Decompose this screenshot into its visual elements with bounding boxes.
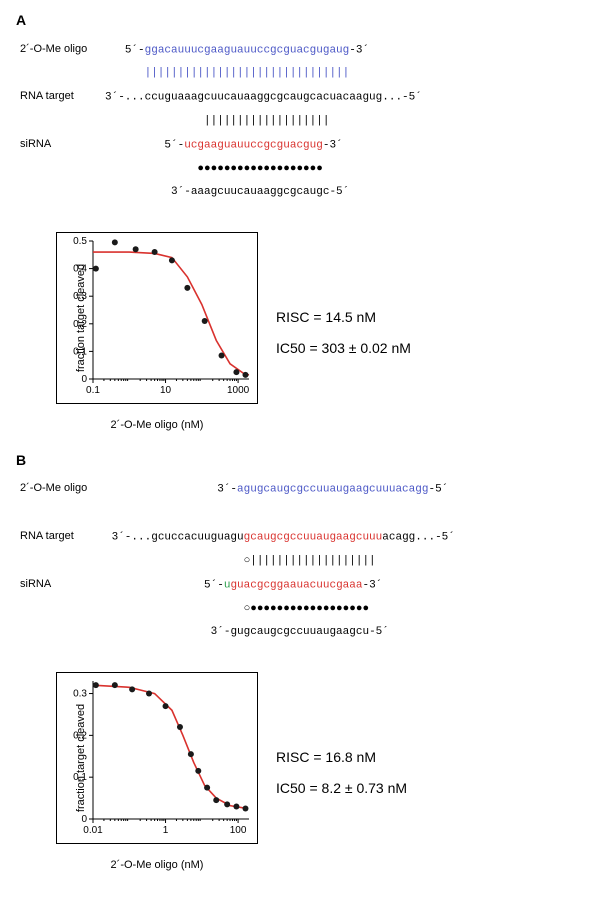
panel-b-sequences: 2´-O-Me oligo 3´-agugcaugcgccuuaugaagcuu… <box>20 472 573 662</box>
target-seq-a: ccuguaaagcuucauaaggcgcaugcacuacaagug <box>145 92 383 104</box>
panel-b-results: RISC = 16.8 nM IC50 = 8.2 ± 0.73 nM <box>276 742 407 804</box>
row-label-target: RNA target <box>20 91 105 103</box>
svg-text:10: 10 <box>160 385 172 396</box>
panel-b-label: B <box>16 452 573 468</box>
pairs-a-2: ||||||||||||||||||| <box>204 115 329 127</box>
row-label-oligo-b: 2´-O-Me oligo <box>20 483 105 495</box>
chart-a: 00.10.20.30.40.50.1101000 fraction targe… <box>56 232 258 404</box>
panel-a-results: RISC = 14.5 nM IC50 = 303 ± 0.02 nM <box>276 302 411 364</box>
chart-b-ylabel: fraction target cleaved <box>75 704 87 812</box>
panel-a-sequences: 2´-O-Me oligo 5´-ggacauuucgaaguauuccgcgu… <box>20 32 573 222</box>
target-pre-b: gcuccacuuguagu <box>151 532 243 544</box>
oligo-seq-b: agugcaugcgccuuaugaagcuuuacagg <box>237 484 428 496</box>
risc-a: RISC = 14.5 nM <box>276 302 411 333</box>
sirna-seq-b: guacgcggaauacuucgaaa <box>230 580 362 592</box>
svg-text:0: 0 <box>81 374 87 385</box>
panel-a-lower: 00.10.20.30.40.50.1101000 fraction targe… <box>16 232 573 434</box>
svg-text:0.1: 0.1 <box>86 385 100 396</box>
svg-text:1000: 1000 <box>227 385 250 396</box>
antisense-seq-a: aaagcuucauaaggcgcaugc <box>191 186 330 198</box>
ic50-b: IC50 = 8.2 ± 0.73 nM <box>276 773 407 804</box>
row-label-target-b: RNA target <box>20 531 105 543</box>
target-red-b: gcaugcgccuuaugaagcuuu <box>244 532 383 544</box>
panel-b-lower: 00.10.20.30.011100 fraction target cleav… <box>16 672 573 874</box>
row-label-sirna-b: siRNA <box>20 579 105 591</box>
oligo-seq-a: ggacauuucgaaguauuccgcguacgugaug <box>145 44 350 56</box>
dots-a: ●●●●●●●●●●●●●●●●●●● <box>197 163 322 175</box>
sirna-seq-a: ucgaaguauuccgcguacgug <box>184 140 323 152</box>
row-label-sirna: siRNA <box>20 139 105 151</box>
risc-b: RISC = 16.8 nM <box>276 742 407 773</box>
chart-b: 00.10.20.30.011100 fraction target cleav… <box>56 672 258 844</box>
svg-text:100: 100 <box>230 825 247 836</box>
svg-text:0.3: 0.3 <box>73 688 87 699</box>
chart-a-xlabel: 2´-O-Me oligo (nM) <box>111 419 204 431</box>
pairs-b: ○||||||||||||||||||| <box>244 555 376 567</box>
svg-text:0.01: 0.01 <box>83 825 103 836</box>
svg-text:1: 1 <box>163 825 169 836</box>
svg-text:0.5: 0.5 <box>73 236 87 247</box>
panel-a: A 2´-O-Me oligo 5´-ggacauuucgaaguauuccgc… <box>16 12 573 434</box>
target-post-b: acagg <box>382 532 415 544</box>
ic50-a: IC50 = 303 ± 0.02 nM <box>276 333 411 364</box>
svg-text:0: 0 <box>81 814 87 825</box>
pairs-a-1: ||||||||||||||||||||||||||||||| <box>145 67 350 79</box>
row-label-oligo: 2´-O-Me oligo <box>20 44 105 56</box>
panel-b: B 2´-O-Me oligo 3´-agugcaugcgccuuaugaagc… <box>16 452 573 874</box>
antisense-seq-b: gugcaugcgccuuaugaagcu <box>230 626 369 638</box>
chart-a-ylabel: fraction target cleaved <box>75 264 87 372</box>
dots-b: ○●●●●●●●●●●●●●●●●●● <box>244 603 369 615</box>
panel-a-label: A <box>16 12 573 28</box>
chart-b-xlabel: 2´-O-Me oligo (nM) <box>111 859 204 871</box>
